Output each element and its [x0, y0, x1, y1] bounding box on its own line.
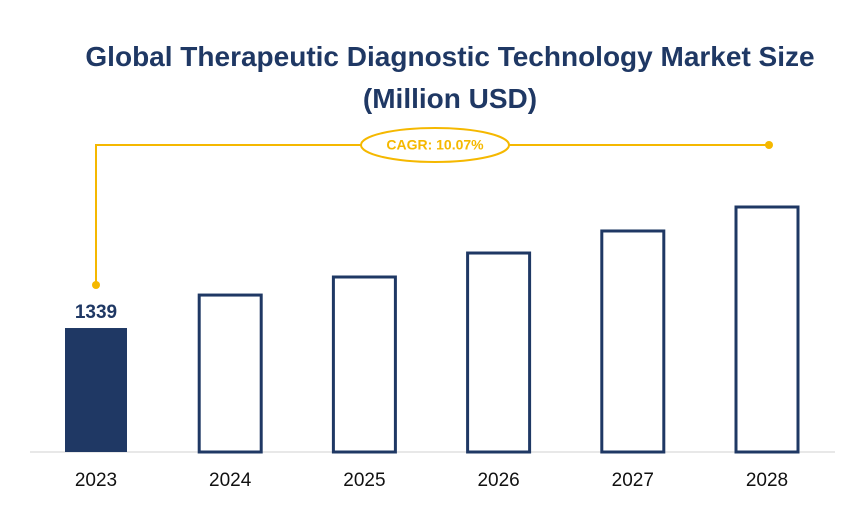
cagr-line	[95, 144, 769, 285]
x-tick-label: 2028	[746, 470, 788, 491]
bar	[65, 328, 127, 452]
bar	[734, 205, 800, 454]
bar	[197, 293, 263, 454]
cagr-label: CAGR: 10.07%	[386, 137, 484, 153]
bar	[600, 229, 666, 454]
x-tick-label: 2027	[612, 470, 654, 491]
chart-title: Global Therapeutic Diagnostic Technology…	[85, 41, 815, 114]
cagr-dot	[765, 141, 773, 149]
x-tick-label: 2025	[343, 470, 385, 491]
x-tick-label: 2023	[75, 470, 117, 491]
value-label: 1339	[75, 302, 117, 323]
x-tick-label: 2026	[477, 470, 519, 491]
x-tick-label: 2024	[209, 470, 252, 491]
bar	[466, 251, 532, 454]
cagr-badge	[360, 127, 510, 163]
bar	[331, 275, 397, 454]
cagr-dot	[92, 281, 100, 289]
